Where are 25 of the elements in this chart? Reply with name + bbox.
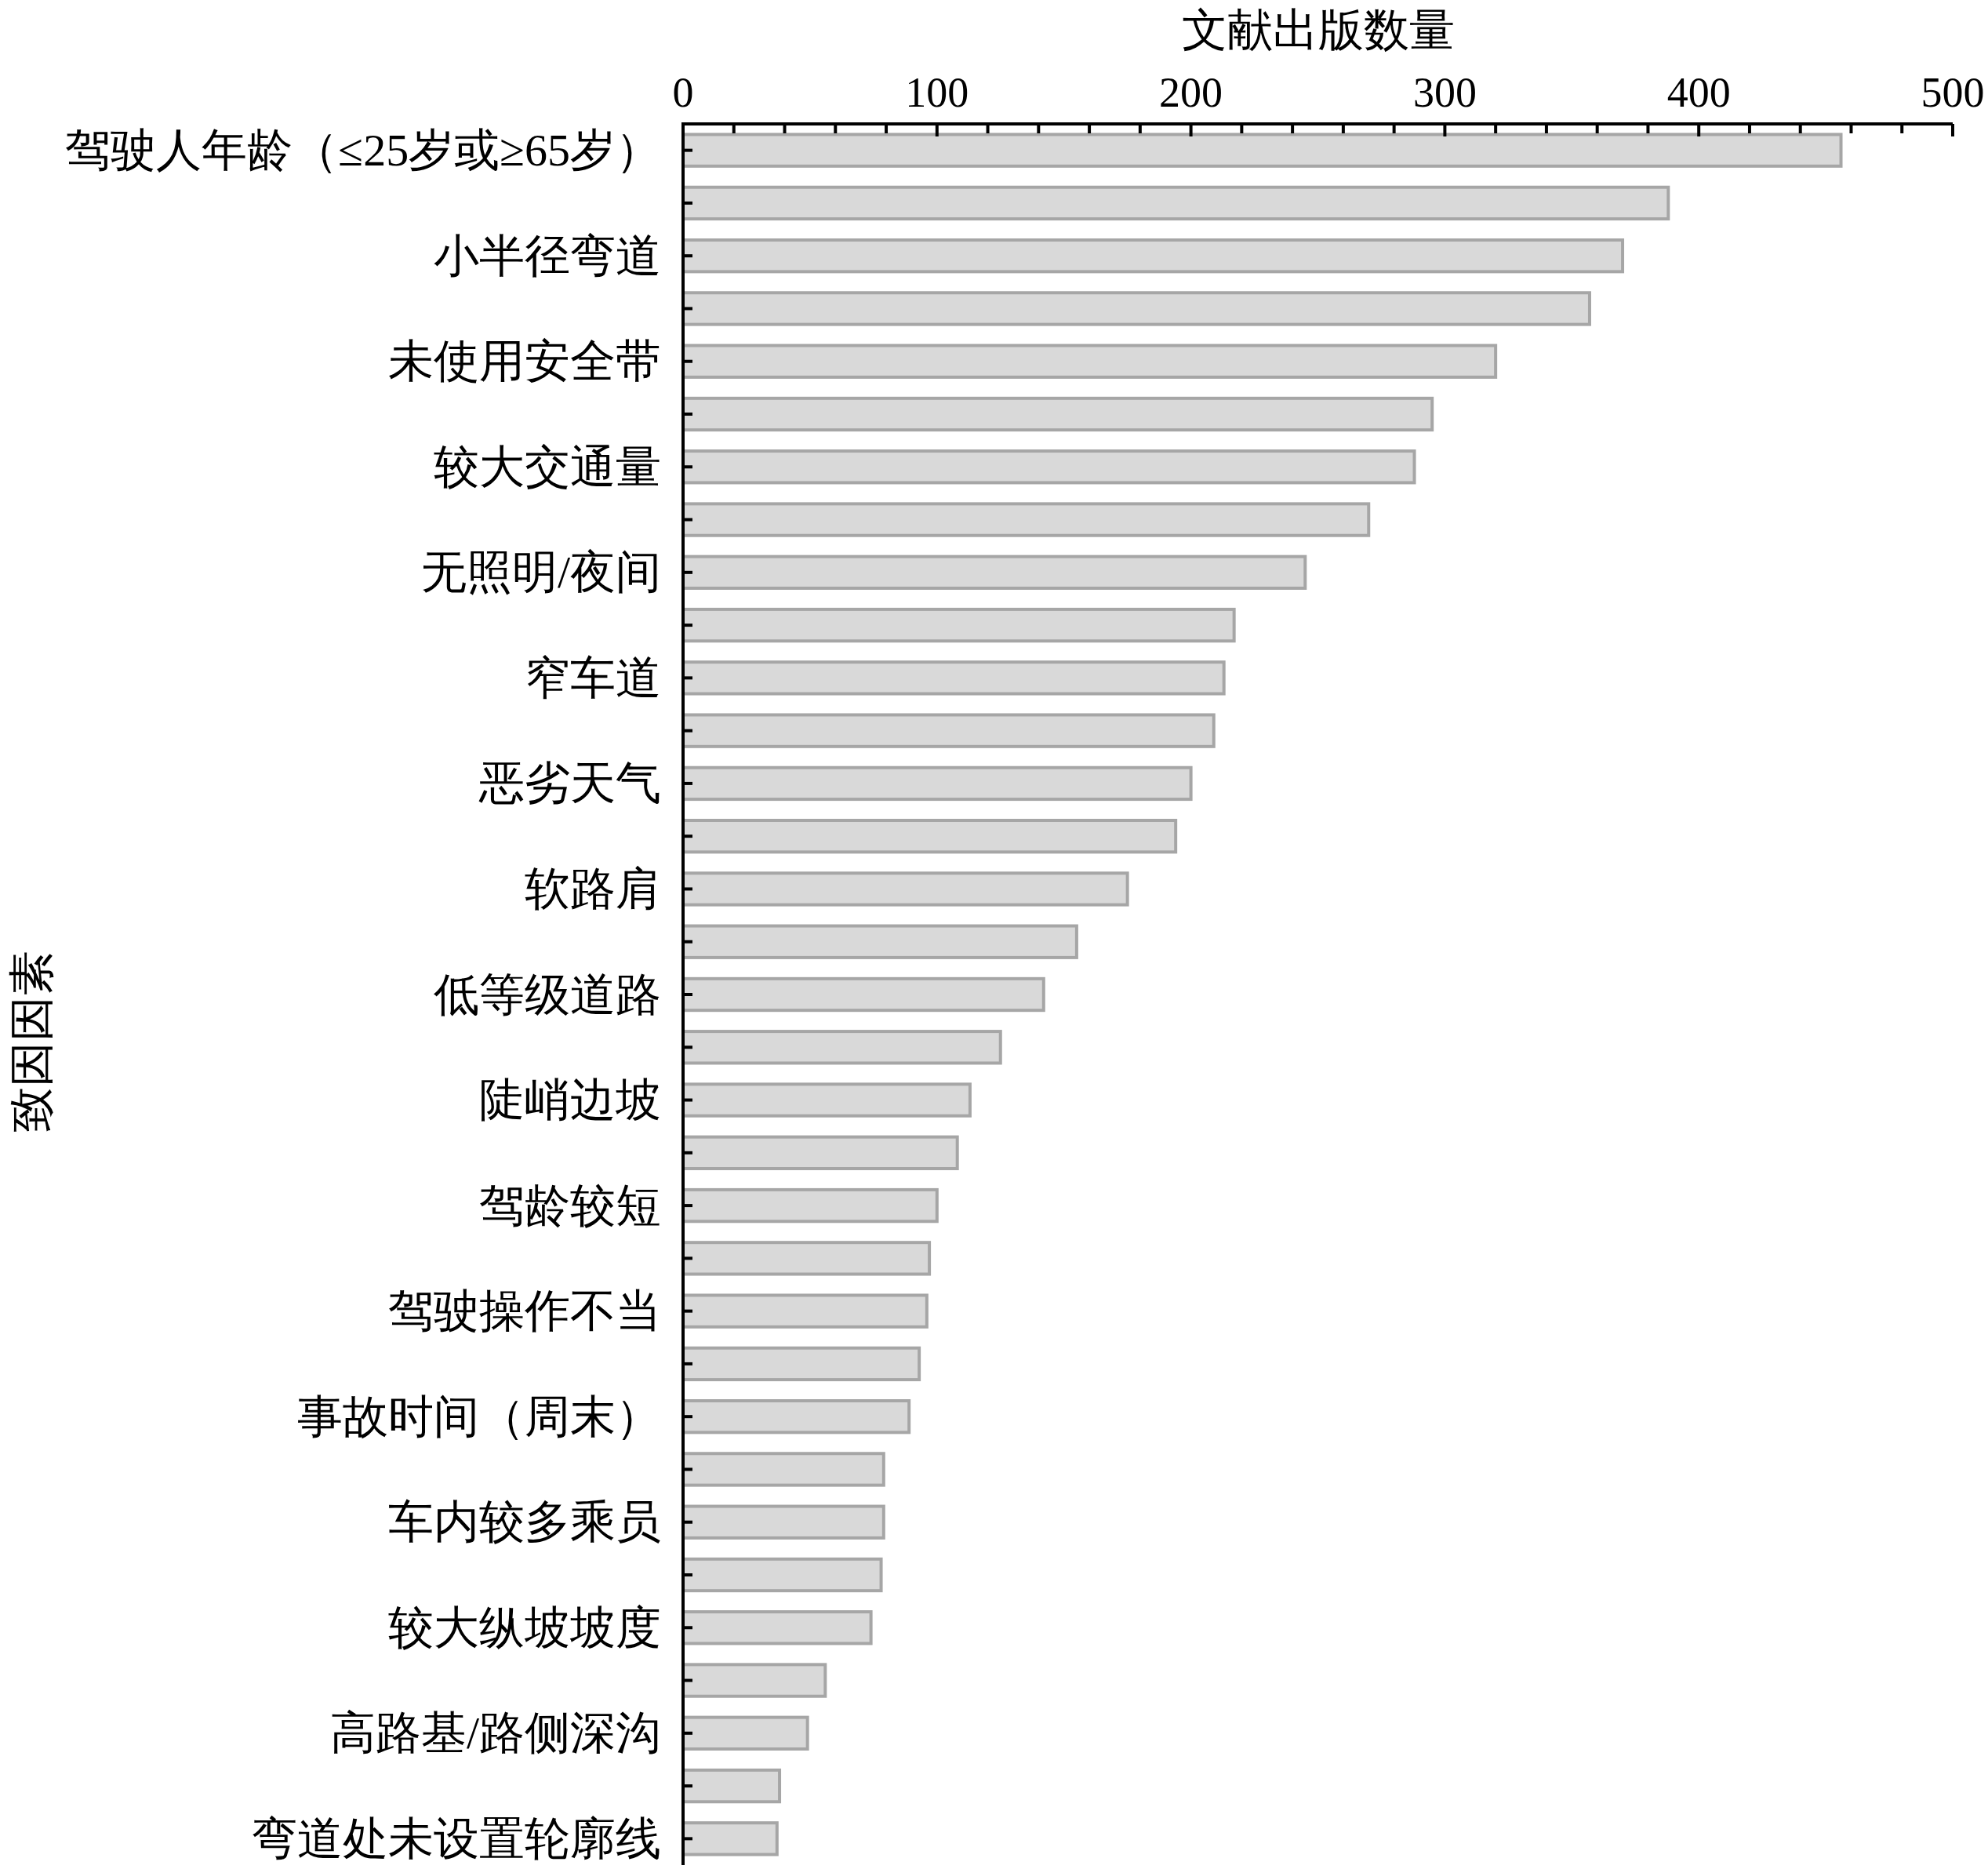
y-tick-label: 恶劣天气 xyxy=(478,758,661,809)
y-tick-label: 较大纵坡坡度 xyxy=(388,1602,661,1653)
y-tick-label: 驾驶操作不当 xyxy=(388,1285,661,1337)
y-tick-label: 小半径弯道 xyxy=(434,230,661,282)
x-tick-label: 200 xyxy=(1159,69,1223,116)
y-tick-label: 高路基/路侧深沟 xyxy=(329,1707,661,1759)
y-tick-label: 驾驶人年龄（≤25岁或≥65岁） xyxy=(65,125,661,176)
y-tick-label: 未使用安全带 xyxy=(388,336,661,387)
y-tick-label: 驾龄较短 xyxy=(479,1180,661,1231)
x-axis-title: 文献出版数量 xyxy=(1181,5,1455,56)
x-tick-label: 0 xyxy=(672,69,694,116)
y-tick-label: 事故时间（周末） xyxy=(297,1391,661,1442)
x-tick-label: 400 xyxy=(1666,69,1731,116)
x-tick-label: 300 xyxy=(1412,69,1477,116)
y-tick-label: 弯道处未设置轮廓线 xyxy=(252,1813,661,1864)
y-tick-label: 低等级道路 xyxy=(434,969,661,1020)
y-tick-label: 较大交通量 xyxy=(434,441,661,493)
y-tick-label: 窄车道 xyxy=(525,652,661,704)
y-tick-label: 陡峭边坡 xyxy=(479,1074,661,1126)
y-tick-label: 无照明/夜间 xyxy=(420,547,661,598)
x-tick-label: 500 xyxy=(1921,69,1985,116)
y-tick-label: 软路肩 xyxy=(525,863,661,915)
y-tick-label: 车内较多乘员 xyxy=(388,1496,661,1548)
y-axis-title: 致因因素 xyxy=(6,951,57,1133)
x-tick-label: 100 xyxy=(905,69,969,116)
